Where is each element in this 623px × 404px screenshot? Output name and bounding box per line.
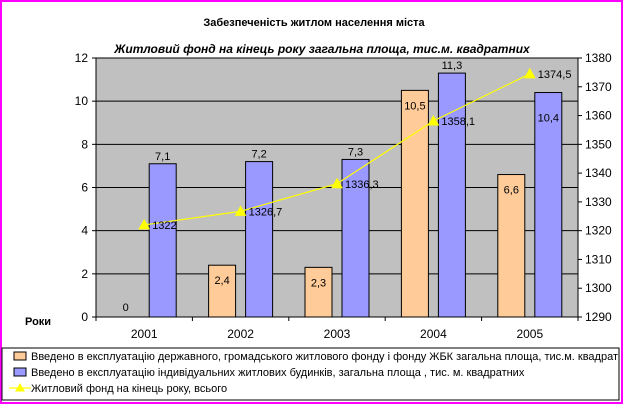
bar-data-label: 0 [123,302,129,314]
y-left-tick-label: 6 [81,181,88,195]
y-left-tick-label: 0 [81,310,88,324]
bar-data-label: 2,4 [214,275,229,287]
line-data-label: 1322 [152,220,176,232]
line-marker [427,114,440,126]
bar-data-label: 7,3 [348,146,363,158]
bar [534,92,563,318]
bar-data-label: 10,5 [404,100,425,112]
legend-label: Введено в експлуатацію індивідуальних жи… [31,367,525,379]
line-data-label: 1336,3 [345,179,379,191]
bar [148,163,177,318]
y-right-tick-label: 1370 [585,80,612,94]
x-tick-label: 2004 [420,327,447,341]
bar-data-label: 6,6 [504,185,519,197]
x-tick-label: 2003 [324,327,351,341]
y-left-tick-label: 4 [81,224,88,238]
y-left-tick-label: 2 [81,267,88,281]
y-right-tick-label: 1330 [585,195,612,209]
line-marker [138,218,151,230]
bar [208,264,237,318]
y-right-tick-label: 1350 [585,137,612,151]
line-data-label: 1358,1 [441,116,475,128]
chart-subtitle: Житловий фонд на кінець року загальна пл… [113,42,531,56]
legend-marker [15,382,25,392]
legend-entries: Введено в експлуатацію державного, грома… [9,351,623,395]
bar-data-label: 2,3 [311,277,326,289]
legend: Введено в експлуатацію державного, грома… [1,347,623,401]
bar-data-label: 11,3 [442,60,463,72]
bar [437,72,466,318]
y-left-tick-label: 8 [81,137,88,151]
legend-box [1,347,620,401]
y-right-tick-label: 1300 [585,281,612,295]
bar [400,89,429,318]
plot-area: 0 2 4 6 8 10 12 1290 1300 1310 1320 1330 1340 1350 136… [75,51,612,341]
bar-data-label: 7,1 [155,151,170,163]
x-tick-label: 2001 [131,327,158,341]
y-right-tick-label: 1380 [585,51,612,65]
y-right-tick-label: 1320 [585,224,612,238]
legend-label: Введено в експлуатацію державного, грома… [31,351,623,363]
y-right-tick-label: 1310 [585,252,612,266]
legend-label: Житловий фонд на кінець року, всього [31,383,227,395]
x-tick-label: 2005 [516,327,543,341]
bar [245,161,274,318]
bar [341,158,370,318]
line-data-label: 1374,5 [538,69,572,81]
line-marker [523,67,536,79]
line-marker [331,177,343,189]
bar-data-label: 7,2 [251,149,266,161]
line-marker [234,205,247,216]
x-axis-title: Роки [25,316,51,328]
bar-data-label: 10,4 [538,113,559,125]
chart-title: Забезпеченість житлом населення міста [203,17,425,29]
legend-swatch [13,367,27,377]
y-right-tick-label: 1340 [585,166,612,180]
y-right-tick-label: 1360 [585,109,612,123]
y-left-tick-label: 10 [75,94,89,108]
bar [497,174,526,318]
legend-swatch [13,351,27,361]
bar [304,266,333,318]
y-left-tick-label: 12 [75,51,89,65]
x-tick-label: 2002 [227,327,254,341]
line-data-label: 1326,7 [249,206,283,218]
y-right-tick-label: 1290 [585,310,612,324]
